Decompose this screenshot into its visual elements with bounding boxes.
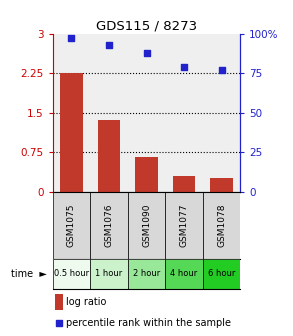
Bar — [203, 34, 240, 192]
Bar — [210, 178, 233, 192]
Bar — [128, 259, 165, 289]
Point — [144, 50, 149, 55]
Bar — [60, 73, 83, 192]
Text: GSM1077: GSM1077 — [180, 203, 188, 247]
Text: 4 hour: 4 hour — [170, 269, 198, 278]
Point — [57, 321, 61, 326]
Bar — [165, 259, 203, 289]
Bar — [98, 120, 120, 192]
Text: time  ►: time ► — [11, 269, 47, 279]
Bar — [135, 157, 158, 192]
Point — [107, 42, 111, 47]
Bar — [90, 259, 128, 289]
Point — [219, 67, 224, 73]
Text: 6 hour: 6 hour — [208, 269, 235, 278]
Text: GSM1075: GSM1075 — [67, 203, 76, 247]
Bar — [165, 192, 203, 259]
Text: 1 hour: 1 hour — [95, 269, 123, 278]
Bar — [128, 34, 165, 192]
Point — [69, 36, 74, 41]
Bar — [53, 34, 90, 192]
Text: GSM1078: GSM1078 — [217, 203, 226, 247]
Bar — [203, 192, 240, 259]
Text: 2 hour: 2 hour — [133, 269, 160, 278]
Point — [182, 64, 186, 70]
Title: GDS115 / 8273: GDS115 / 8273 — [96, 19, 197, 33]
Bar — [128, 192, 165, 259]
Bar — [173, 176, 195, 192]
Text: log ratio: log ratio — [66, 297, 106, 307]
Bar — [203, 259, 240, 289]
Bar — [90, 34, 128, 192]
Text: GSM1090: GSM1090 — [142, 203, 151, 247]
Bar — [54, 294, 63, 310]
Bar — [165, 34, 203, 192]
Text: percentile rank within the sample: percentile rank within the sample — [66, 318, 231, 328]
Text: 0.5 hour: 0.5 hour — [54, 269, 89, 278]
Bar — [53, 259, 90, 289]
Bar — [90, 192, 128, 259]
Text: GSM1076: GSM1076 — [105, 203, 113, 247]
Bar — [53, 192, 90, 259]
